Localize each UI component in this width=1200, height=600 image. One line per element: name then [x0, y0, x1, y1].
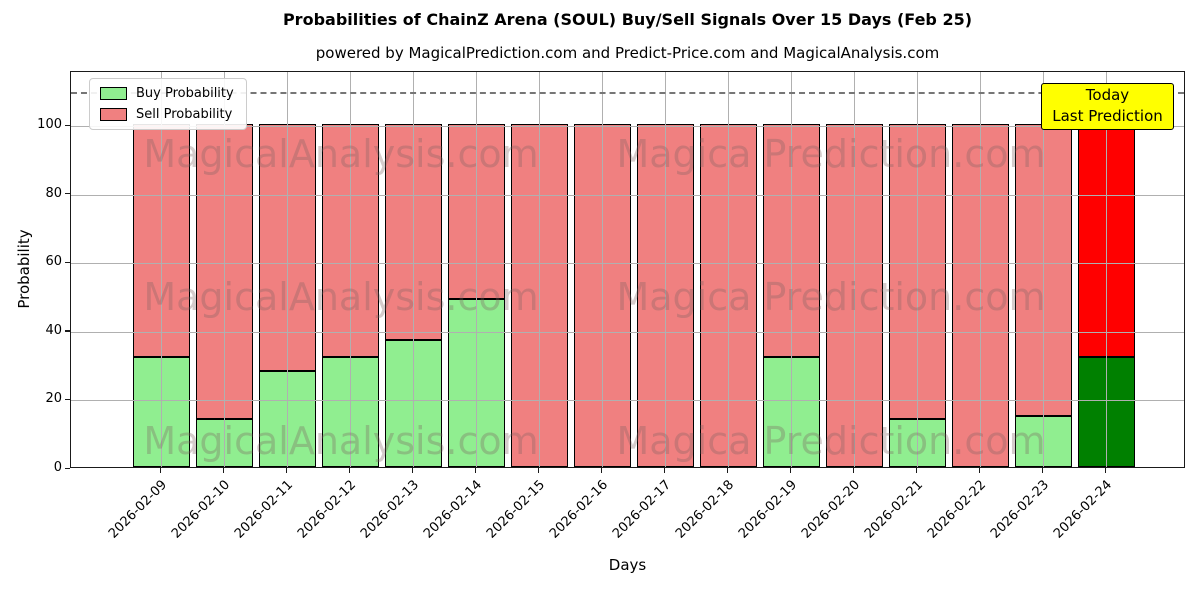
threshold-dashed-line [71, 91, 1184, 94]
v-gridline [665, 72, 666, 467]
y-tick-label: 100 [37, 117, 62, 132]
annotation-line2: Last Prediction [1052, 107, 1163, 125]
v-gridline [602, 72, 603, 467]
x-tick-mark [789, 468, 791, 473]
today-annotation: Today Last Prediction [1041, 83, 1174, 130]
v-gridline [161, 72, 162, 467]
y-tick-mark [65, 124, 70, 126]
plot-area: Buy Probability Sell Probability Today L… [70, 71, 1185, 468]
y-tick-label: 60 [45, 254, 62, 270]
y-tick-label: 0 [53, 460, 62, 475]
legend-item-buy: Buy Probability [100, 86, 234, 101]
v-gridline [224, 72, 225, 467]
legend-label-buy: Buy Probability [136, 86, 234, 101]
v-gridline [287, 72, 288, 467]
watermark-text: MagicalAnalysis.com [143, 275, 539, 319]
y-tick-label: 20 [45, 391, 62, 407]
x-tick-mark [1041, 468, 1043, 473]
x-tick-mark [537, 468, 539, 473]
x-tick-label: 2026-02-09 [106, 477, 171, 542]
h-gridline [71, 400, 1184, 402]
h-gridline [71, 263, 1184, 265]
annotation-line1: Today [1085, 86, 1130, 104]
v-gridline [728, 72, 729, 467]
v-gridline [1106, 72, 1107, 467]
chart-title: Probabilities of ChainZ Arena (SOUL) Buy… [282, 10, 973, 29]
x-tick-mark [474, 468, 476, 473]
watermark-text: MagicalAnalysis.com [143, 419, 539, 463]
x-tick-mark [159, 468, 161, 473]
legend-item-sell: Sell Probability [100, 107, 234, 122]
legend: Buy Probability Sell Probability [89, 78, 247, 130]
v-gridline [980, 72, 981, 467]
v-gridline [791, 72, 792, 467]
x-tick-mark [285, 468, 287, 473]
v-gridline [413, 72, 414, 467]
watermark-text: Magica Prediction.com [616, 275, 1046, 319]
watermark-text: MagicalAnalysis.com [143, 132, 539, 176]
y-tick-mark [65, 261, 70, 263]
v-gridline [1043, 72, 1044, 467]
watermark-text: Magica Prediction.com [616, 132, 1046, 176]
x-tick-mark [348, 468, 350, 473]
y-tick-label: 40 [45, 322, 62, 338]
chart-subtitle: powered by MagicalPrediction.com and Pre… [315, 44, 940, 62]
y-tick-label: 80 [45, 185, 62, 201]
x-tick-mark [1104, 468, 1106, 473]
x-axis-label: Days [608, 556, 647, 574]
v-gridline [476, 72, 477, 467]
buy-swatch-icon [100, 87, 127, 100]
h-gridline [71, 331, 1184, 333]
x-tick-mark [852, 468, 854, 473]
sell-swatch-icon [100, 108, 127, 121]
x-tick-mark [600, 468, 602, 473]
v-gridline [917, 72, 918, 467]
v-gridline [350, 72, 351, 467]
x-tick-mark [411, 468, 413, 473]
h-gridline [71, 126, 1184, 127]
x-tick-mark [915, 468, 917, 473]
watermark-text: Magica Prediction.com [616, 419, 1046, 463]
legend-label-sell: Sell Probability [136, 107, 233, 122]
x-tick-mark [222, 468, 224, 473]
x-tick-mark [726, 468, 728, 473]
v-gridline [854, 72, 855, 467]
x-tick-mark [978, 468, 980, 473]
x-tick-mark [663, 468, 665, 473]
v-gridline [539, 72, 540, 467]
y-tick-mark [65, 398, 70, 401]
h-gridline [71, 194, 1184, 196]
y-tick-mark [65, 330, 70, 332]
y-tick-mark [65, 193, 70, 195]
y-tick-mark [65, 467, 70, 469]
